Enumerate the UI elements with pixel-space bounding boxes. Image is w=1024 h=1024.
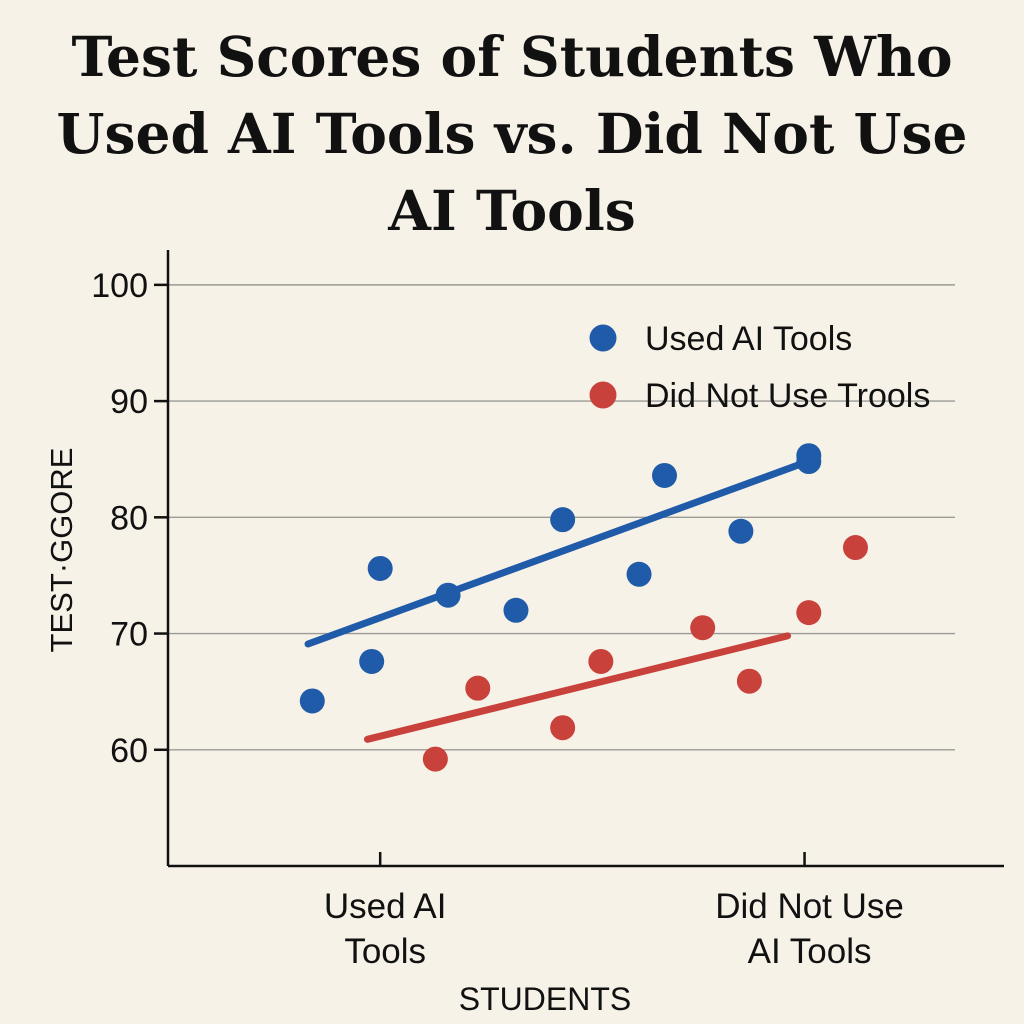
y-tick-label: 100 bbox=[91, 267, 148, 305]
data-point bbox=[796, 443, 822, 469]
y-tick-label: 60 bbox=[110, 732, 148, 770]
data-point bbox=[588, 648, 614, 674]
x-tick-label: Did Not Use bbox=[715, 887, 904, 926]
data-point bbox=[550, 715, 576, 741]
data-point bbox=[626, 561, 652, 587]
data-point bbox=[503, 597, 529, 623]
data-point bbox=[422, 746, 448, 772]
data-point bbox=[652, 462, 678, 488]
legend: Used AI Tools Did Not Use Trools bbox=[589, 320, 930, 415]
data-point bbox=[550, 507, 576, 533]
data-point bbox=[299, 688, 325, 714]
trend-line bbox=[304, 459, 809, 648]
y-ticks: 60 70 80 90 100 bbox=[91, 267, 168, 770]
y-tick-label: 80 bbox=[110, 499, 148, 537]
data-points bbox=[299, 443, 868, 772]
x-ticks: Used AI Tools Did Not Use AI Tools bbox=[324, 852, 904, 971]
data-point bbox=[359, 648, 385, 674]
legend-marker bbox=[589, 324, 617, 352]
y-axis-label: TEST·GGORE bbox=[44, 448, 79, 653]
x-tick-label: AI Tools bbox=[748, 932, 872, 971]
legend-marker bbox=[589, 381, 617, 409]
data-point bbox=[435, 582, 461, 608]
trend-line bbox=[363, 632, 792, 743]
y-tick-label: 70 bbox=[110, 616, 148, 654]
axes bbox=[166, 250, 1004, 868]
data-point bbox=[690, 615, 716, 641]
data-point bbox=[367, 555, 393, 581]
data-point bbox=[796, 600, 822, 626]
grid-lines bbox=[168, 284, 955, 751]
data-point bbox=[842, 535, 868, 561]
legend-label: Used AI Tools bbox=[645, 320, 852, 358]
legend-label: Did Not Use Trools bbox=[645, 377, 930, 415]
data-point bbox=[736, 668, 762, 694]
x-tick-label: Used AI bbox=[324, 887, 447, 926]
x-tick-label: Tools bbox=[344, 932, 426, 971]
y-tick-label: 90 bbox=[110, 383, 148, 421]
x-axis-label: STUDENTS bbox=[459, 981, 631, 1017]
chart-title: Test Scores of Students Who Used AI Tool… bbox=[56, 24, 968, 243]
data-point bbox=[728, 518, 754, 544]
trend-lines bbox=[304, 459, 809, 743]
data-point bbox=[465, 675, 491, 701]
